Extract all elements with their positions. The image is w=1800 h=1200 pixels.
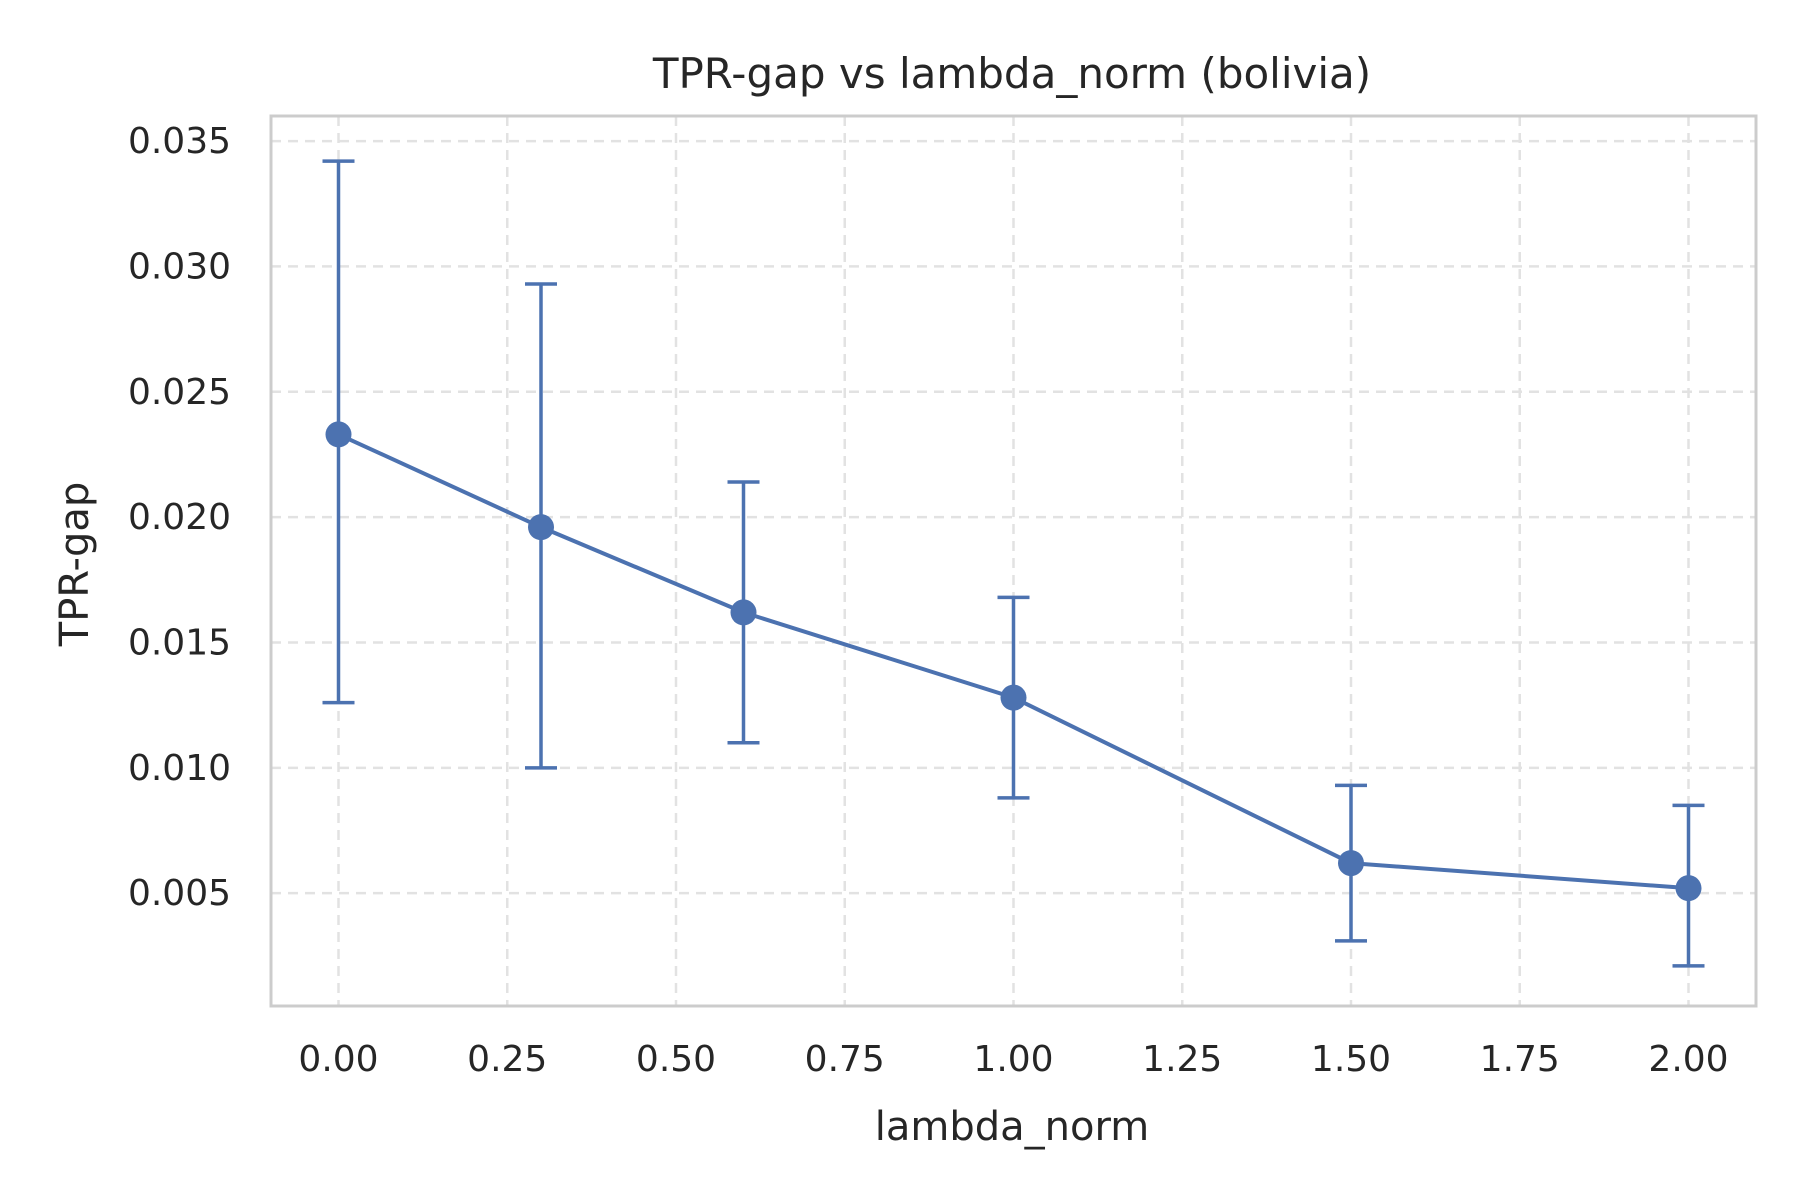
y-axis-ticks: 0.005 0.010 0.015 0.020 0.025 0.030 0.035 (128, 121, 231, 914)
chart-title: TPR-gap vs lambda_norm (bolivia) (652, 49, 1371, 98)
x-tick-label: 0.25 (467, 1039, 547, 1080)
y-tick-label: 0.035 (128, 121, 231, 162)
x-tick-label: 1.75 (1480, 1039, 1560, 1080)
y-tick-label: 0.015 (128, 622, 231, 663)
x-axis-label: lambda_norm (875, 1104, 1149, 1150)
x-axis-ticks: 0.00 0.25 0.50 0.75 1.00 1.25 1.50 1.75 2.00 (298, 1039, 1728, 1080)
y-tick-label: 0.005 (128, 873, 231, 914)
data-point (528, 514, 554, 541)
x-tick-label: 1.00 (973, 1039, 1053, 1080)
x-tick-label: 1.25 (1142, 1039, 1222, 1080)
x-tick-label: 0.50 (636, 1039, 716, 1080)
x-tick-label: 2.00 (1648, 1039, 1728, 1080)
data-point (325, 421, 352, 448)
x-tick-label: 1.50 (1311, 1039, 1391, 1080)
series-line (337, 432, 1689, 891)
series-layer (322, 159, 1705, 968)
data-point (1000, 684, 1027, 711)
y-tick-label: 0.025 (128, 372, 231, 413)
data-point (730, 599, 757, 626)
y-tick-label: 0.010 (128, 748, 231, 789)
x-tick-label: 0.75 (805, 1039, 885, 1080)
y-tick-label: 0.020 (128, 497, 231, 538)
plot-frame (269, 114, 1758, 1008)
data-point (1675, 875, 1702, 902)
y-axis-label: TPR-gap (52, 482, 98, 647)
data-point (1338, 850, 1364, 877)
x-tick-label: 0.00 (298, 1039, 378, 1080)
y-tick-label: 0.030 (128, 246, 231, 287)
